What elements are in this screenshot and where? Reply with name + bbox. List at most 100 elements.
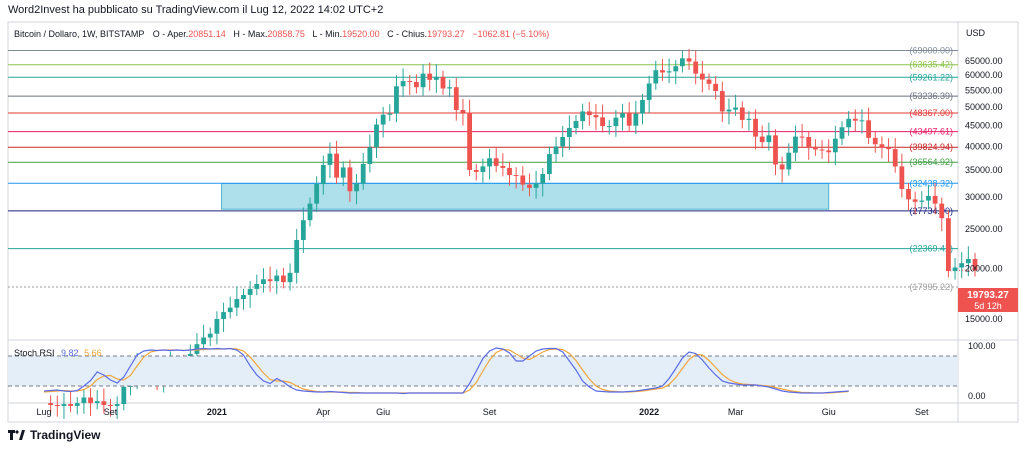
x-tick-label: Giu (822, 407, 836, 417)
candle-body (826, 150, 832, 153)
x-tick-label: Set (915, 407, 929, 417)
candle-body (507, 167, 512, 176)
legend-high: 20858.75 (267, 29, 305, 39)
candle-body (686, 58, 692, 62)
candle-body (500, 165, 506, 168)
candle-body (247, 288, 253, 295)
level-label: (17995.22) (909, 282, 953, 292)
x-tick-label: Lug (36, 407, 51, 417)
candle-body (939, 203, 945, 219)
candle-body (320, 164, 326, 185)
support-zone (221, 183, 830, 210)
stoch-rsi-legend: Stoch RSI 9.82 5.66 (14, 348, 102, 358)
x-tick-label: 2022 (639, 407, 659, 417)
candle-body (221, 312, 226, 319)
candle-body (294, 240, 300, 273)
candle-body (261, 279, 266, 285)
tradingview-icon (8, 429, 25, 440)
candle-body (919, 200, 925, 202)
candle-body (666, 71, 672, 73)
candle-body (766, 135, 772, 143)
candle-body (314, 184, 320, 204)
candle-body (54, 405, 60, 407)
candle-body (460, 110, 466, 113)
candle-body (965, 258, 971, 264)
candle-body (653, 70, 659, 84)
attribution-text: Word2Invest ha pubblicato su TradingView… (8, 4, 384, 16)
level-label: (22369.42) (909, 244, 953, 254)
candle-body (560, 137, 566, 147)
candle-body (214, 319, 220, 334)
x-tick-label: Giu (376, 407, 390, 417)
level-label: (48367.00) (909, 108, 953, 118)
candle-body (626, 113, 632, 126)
candle-body (613, 117, 619, 127)
candle-body (600, 117, 605, 127)
candle-body (586, 111, 592, 116)
x-tick-label: Mar (728, 407, 744, 417)
candle-body (806, 137, 812, 147)
candle-body (254, 284, 260, 289)
y-tick-label: 20000.00 (965, 263, 1003, 273)
candle-body (566, 128, 572, 138)
y-tick-label: 50000.00 (965, 102, 1003, 112)
candle-body (48, 403, 54, 406)
candle-body (713, 83, 719, 92)
legend-close-label: C - Chius. (387, 29, 427, 39)
candle-body (793, 136, 798, 153)
candle-body (739, 107, 745, 120)
y-tick-label: 55000.00 (965, 85, 1003, 95)
candle-body (307, 203, 313, 221)
candle-body (832, 138, 838, 153)
level-label: (36564.92) (909, 157, 953, 167)
candle-body (680, 58, 685, 67)
candle-body (726, 109, 732, 112)
candle-body (207, 333, 213, 338)
candle-body (872, 137, 878, 145)
candle-body (101, 401, 107, 406)
tradingview-logo[interactable]: TradingView (8, 428, 100, 442)
candle-body (520, 175, 526, 185)
candle-body (972, 258, 978, 271)
y-tick-label: 65000.00 (965, 56, 1003, 66)
candle-body (813, 146, 818, 150)
candle-body (660, 70, 665, 73)
stoch-rsi-k-line (43, 347, 849, 395)
candle-body (553, 146, 559, 155)
candle-body (467, 112, 472, 170)
candle-body (932, 195, 938, 204)
y-tick-label: 30000.00 (965, 192, 1003, 202)
candle-body (859, 120, 865, 122)
last-price-tag (958, 288, 1018, 312)
candle-body (879, 144, 885, 148)
candle-body (453, 87, 459, 111)
candle-body (241, 294, 246, 300)
candle-body (281, 275, 286, 283)
candle-body (779, 164, 785, 170)
candle-body (88, 397, 93, 404)
candle-body (347, 167, 353, 192)
candle-body (786, 152, 792, 170)
candle-body (759, 136, 765, 143)
candle-body (646, 83, 652, 100)
level-label: (53236.39) (909, 91, 953, 101)
candle-body (527, 184, 532, 188)
candle-body (606, 126, 612, 128)
candle-body (374, 124, 379, 148)
candle-body (340, 167, 346, 178)
candle-body (447, 87, 453, 89)
candle-body (886, 147, 891, 150)
y-tick-label: 60000.00 (965, 70, 1003, 80)
candle-body (852, 118, 858, 121)
x-tick-label: Set (483, 407, 497, 417)
legend-high-label: H - Max. (233, 29, 267, 39)
legend-symbol: Bitcoin / Dollaro, 1W, BITSTAMP (14, 29, 144, 39)
candle-body (420, 73, 426, 88)
candle-body (300, 220, 306, 241)
stoch-rsi-title: Stoch RSI (14, 348, 55, 358)
level-label: (59261.22) (909, 72, 953, 82)
candle-body (620, 113, 625, 118)
level-label: (43497.61) (909, 127, 953, 137)
